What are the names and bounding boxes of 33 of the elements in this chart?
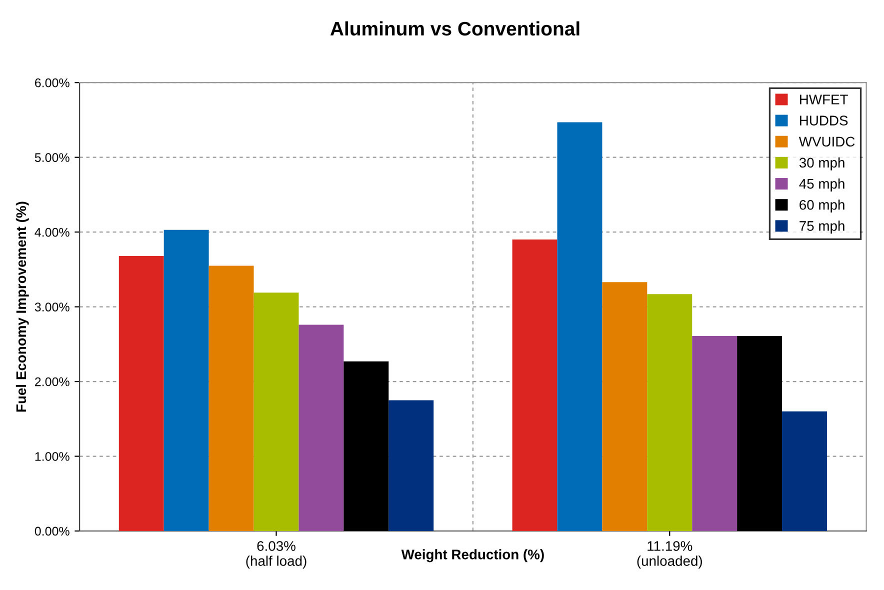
legend-label: HWFET (800, 94, 848, 104)
bar (208, 266, 254, 531)
bar (557, 122, 602, 531)
bar (737, 336, 782, 531)
bar (344, 361, 389, 531)
y-tick-label: 1.00% (35, 452, 70, 461)
bar (782, 411, 827, 531)
legend-label: HUDDS (800, 116, 848, 126)
legend-label: 75 mph (800, 220, 844, 234)
legend-label: WVUIDC (798, 136, 855, 147)
y-tick-label: 3.00% (34, 302, 70, 312)
bar (254, 292, 299, 531)
x-tick-label: 6.03% (half load) (246, 541, 306, 569)
legend-label: 60 mph (800, 200, 844, 213)
y-tick-label: 6.00% (35, 78, 70, 88)
y-tick-label: 4.00% (34, 228, 70, 237)
bar (118, 256, 164, 531)
bar (298, 324, 344, 531)
bar (512, 240, 558, 531)
y-tick-label: 5.00% (34, 153, 70, 162)
y-axis-title: Fuel Economy Improvement (%) (16, 202, 29, 412)
bar (388, 400, 434, 531)
bar (164, 230, 209, 531)
legend-label: 45 mph (799, 178, 844, 192)
bar (647, 294, 692, 531)
legend-label: 30 mph (799, 157, 844, 170)
y-tick-label: 2.00% (35, 377, 70, 386)
chart-title: Aluminum vs Conventional (330, 21, 580, 36)
x-tick-label: 11.19% (unloaded) (637, 541, 702, 569)
bar (602, 282, 648, 531)
bar (692, 336, 738, 531)
x-axis-title: Weight Reduction (%) (401, 549, 544, 562)
y-tick-label: 0.00% (34, 526, 70, 536)
